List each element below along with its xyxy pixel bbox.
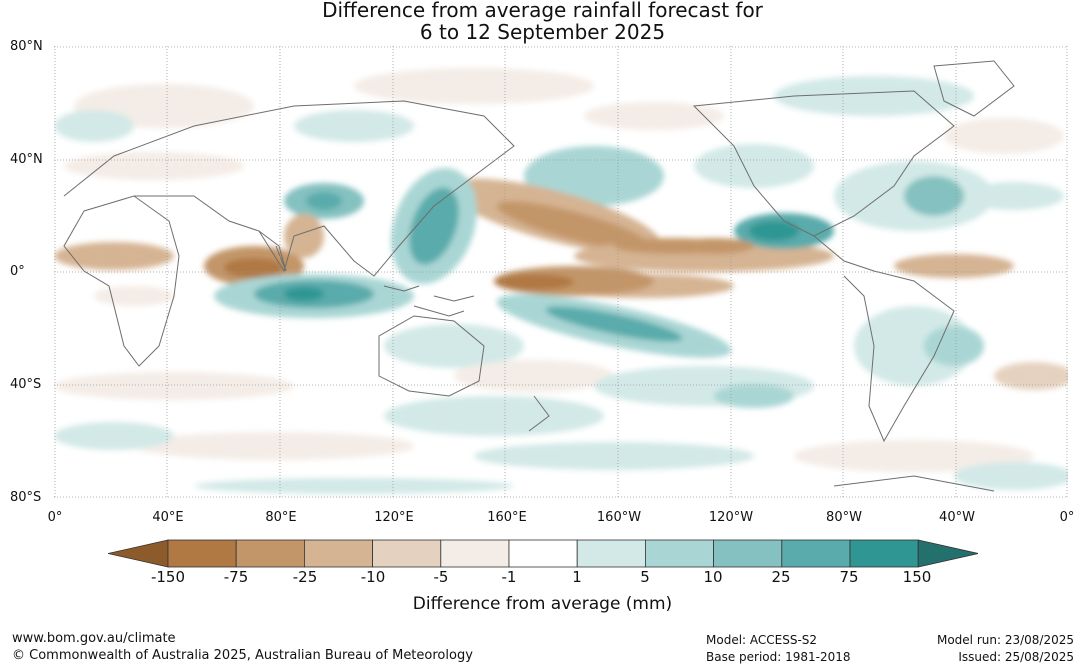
lon-label-80e: 80°E <box>265 510 297 525</box>
lat-label-40n: 40°N <box>10 152 43 167</box>
footer-website: www.bom.gov.au/climate <box>12 631 176 646</box>
colorbar-tick-label: -75 <box>223 568 249 586</box>
colorbar-segment <box>235 539 305 568</box>
colorbar-segment <box>372 539 442 568</box>
lat-label-40s: 40°S <box>10 377 42 392</box>
colorbar-segment <box>576 539 646 568</box>
footer-copyright: © Commonwealth of Australia 2025, Austra… <box>12 648 473 663</box>
colorbar-segment <box>713 539 783 568</box>
colorbar-tick-label: 75 <box>839 568 859 586</box>
lon-label-160w: 160°W <box>596 510 642 525</box>
colorbar-tick-label: -10 <box>360 568 386 586</box>
map-title-line-1: Difference from average rainfall forecas… <box>322 0 763 22</box>
colorbar-title: Difference from average (mm) <box>412 594 673 614</box>
colorbar-extension-low <box>107 539 169 568</box>
lat-label-equator: 0° <box>10 264 25 279</box>
map-title-line-2: 6 to 12 September 2025 <box>419 20 666 44</box>
colorbar-graphic <box>107 539 979 568</box>
colorbar-tick-label: 1 <box>572 568 582 586</box>
lat-label-80n: 80°N <box>10 39 43 54</box>
footer-issued: Issued: 25/08/2025 <box>958 650 1074 664</box>
coastline-outlines <box>63 60 1015 492</box>
colorbar-segment <box>440 539 510 568</box>
colorbar-tick-label: -5 <box>433 568 449 586</box>
colorbar-segment <box>645 539 715 568</box>
lon-label-0-left: 0° <box>47 510 63 525</box>
lon-label-40w: 40°W <box>939 510 975 525</box>
lon-label-0-right: 0° <box>1059 510 1075 525</box>
colorbar <box>107 538 979 570</box>
colorbar-tick-label: 5 <box>640 568 650 586</box>
colorbar-tick-label: -25 <box>292 568 318 586</box>
lon-label-120w: 120°W <box>708 510 754 525</box>
colorbar-tick-label: 150 <box>902 568 932 586</box>
colorbar-tick-label: -1 <box>501 568 517 586</box>
lon-label-160e: 160°E <box>487 510 527 525</box>
colorbar-segment <box>849 539 919 568</box>
colorbar-tick-label: 25 <box>771 568 791 586</box>
colorbar-tick-label: -150 <box>150 568 186 586</box>
colorbar-tick-label: 10 <box>703 568 723 586</box>
colorbar-segment <box>508 539 578 568</box>
colorbar-extension-high <box>917 539 979 568</box>
colorbar-segment <box>781 539 851 568</box>
colorbar-segment <box>303 539 373 568</box>
graticule <box>54 46 1068 498</box>
footer-model-run: Model run: 23/08/2025 <box>936 633 1074 647</box>
footer-base-period: Base period: 1981-2018 <box>706 650 851 664</box>
rainfall-anomaly-map <box>54 46 1068 498</box>
map-canvas <box>54 46 1068 498</box>
colorbar-segment <box>167 539 237 568</box>
lat-label-80s: 80°S <box>10 490 42 505</box>
lon-label-80w: 80°W <box>826 510 862 525</box>
footer-model: Model: ACCESS-S2 <box>706 633 818 647</box>
lon-label-120e: 120°E <box>374 510 414 525</box>
lon-label-40e: 40°E <box>152 510 184 525</box>
